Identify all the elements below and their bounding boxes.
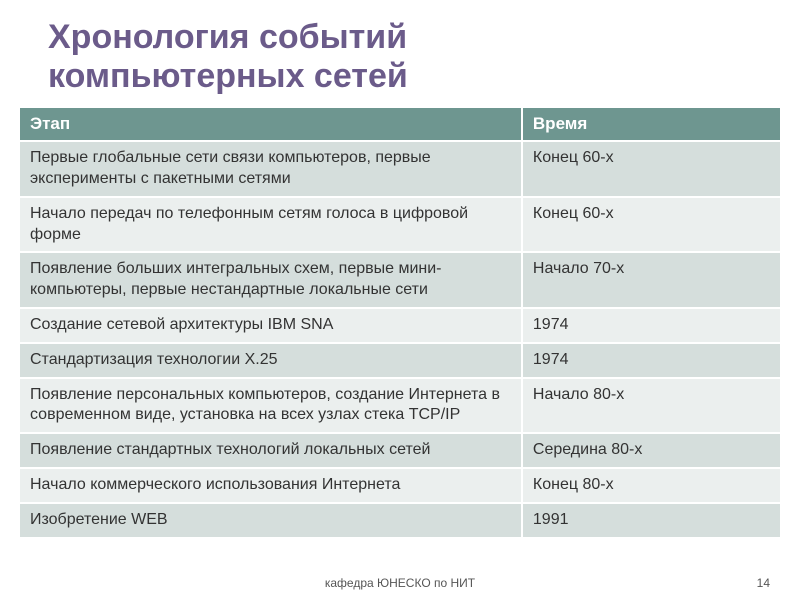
cell-time: 1974 [522,308,781,343]
table-row: Начало коммерческого использования Интер… [19,468,781,503]
cell-stage: Появление персональных компьютеров, созд… [19,378,522,434]
chronology-table-container: Этап Время Первые глобальные сети связи … [0,106,800,538]
page-number: 14 [757,576,770,590]
table-row: Создание сетевой архитектуры IBM SNA1974 [19,308,781,343]
cell-time: 1991 [522,503,781,538]
chronology-table: Этап Время Первые глобальные сети связи … [18,106,782,538]
table-header-row: Этап Время [19,107,781,141]
table-body: Первые глобальные сети связи компьютеров… [19,141,781,537]
table-row: Первые глобальные сети связи компьютеров… [19,141,781,197]
table-row: Начало передач по телефонным сетям голос… [19,197,781,253]
table-row: Появление персональных компьютеров, созд… [19,378,781,434]
cell-time: Конец 60-х [522,141,781,197]
cell-time: Середина 80-х [522,433,781,468]
cell-stage: Стандартизация технологии X.25 [19,343,522,378]
cell-time: Начало 80-х [522,378,781,434]
cell-time: Конец 80-х [522,468,781,503]
table-row: Стандартизация технологии X.251974 [19,343,781,378]
title-line-1: Хронология событий [48,18,407,56]
footer-text: кафедра ЮНЕСКО по НИТ [0,576,800,590]
column-header-time: Время [522,107,781,141]
cell-stage: Начало коммерческого использования Интер… [19,468,522,503]
cell-stage: Изобретение WEB [19,503,522,538]
table-row: Изобретение WEB1991 [19,503,781,538]
table-row: Появление стандартных технологий локальн… [19,433,781,468]
table-row: Появление больших интегральных схем, пер… [19,252,781,308]
cell-stage: Начало передач по телефонным сетям голос… [19,197,522,253]
cell-stage: Появление больших интегральных схем, пер… [19,252,522,308]
title-line-2: компьютерных сетей [48,57,408,95]
cell-stage: Появление стандартных технологий локальн… [19,433,522,468]
cell-time: 1974 [522,343,781,378]
slide-title: Хронология событий компьютерных сетей [0,0,800,106]
cell-time: Конец 60-х [522,197,781,253]
cell-stage: Создание сетевой архитектуры IBM SNA [19,308,522,343]
cell-time: Начало 70-х [522,252,781,308]
column-header-stage: Этап [19,107,522,141]
cell-stage: Первые глобальные сети связи компьютеров… [19,141,522,197]
